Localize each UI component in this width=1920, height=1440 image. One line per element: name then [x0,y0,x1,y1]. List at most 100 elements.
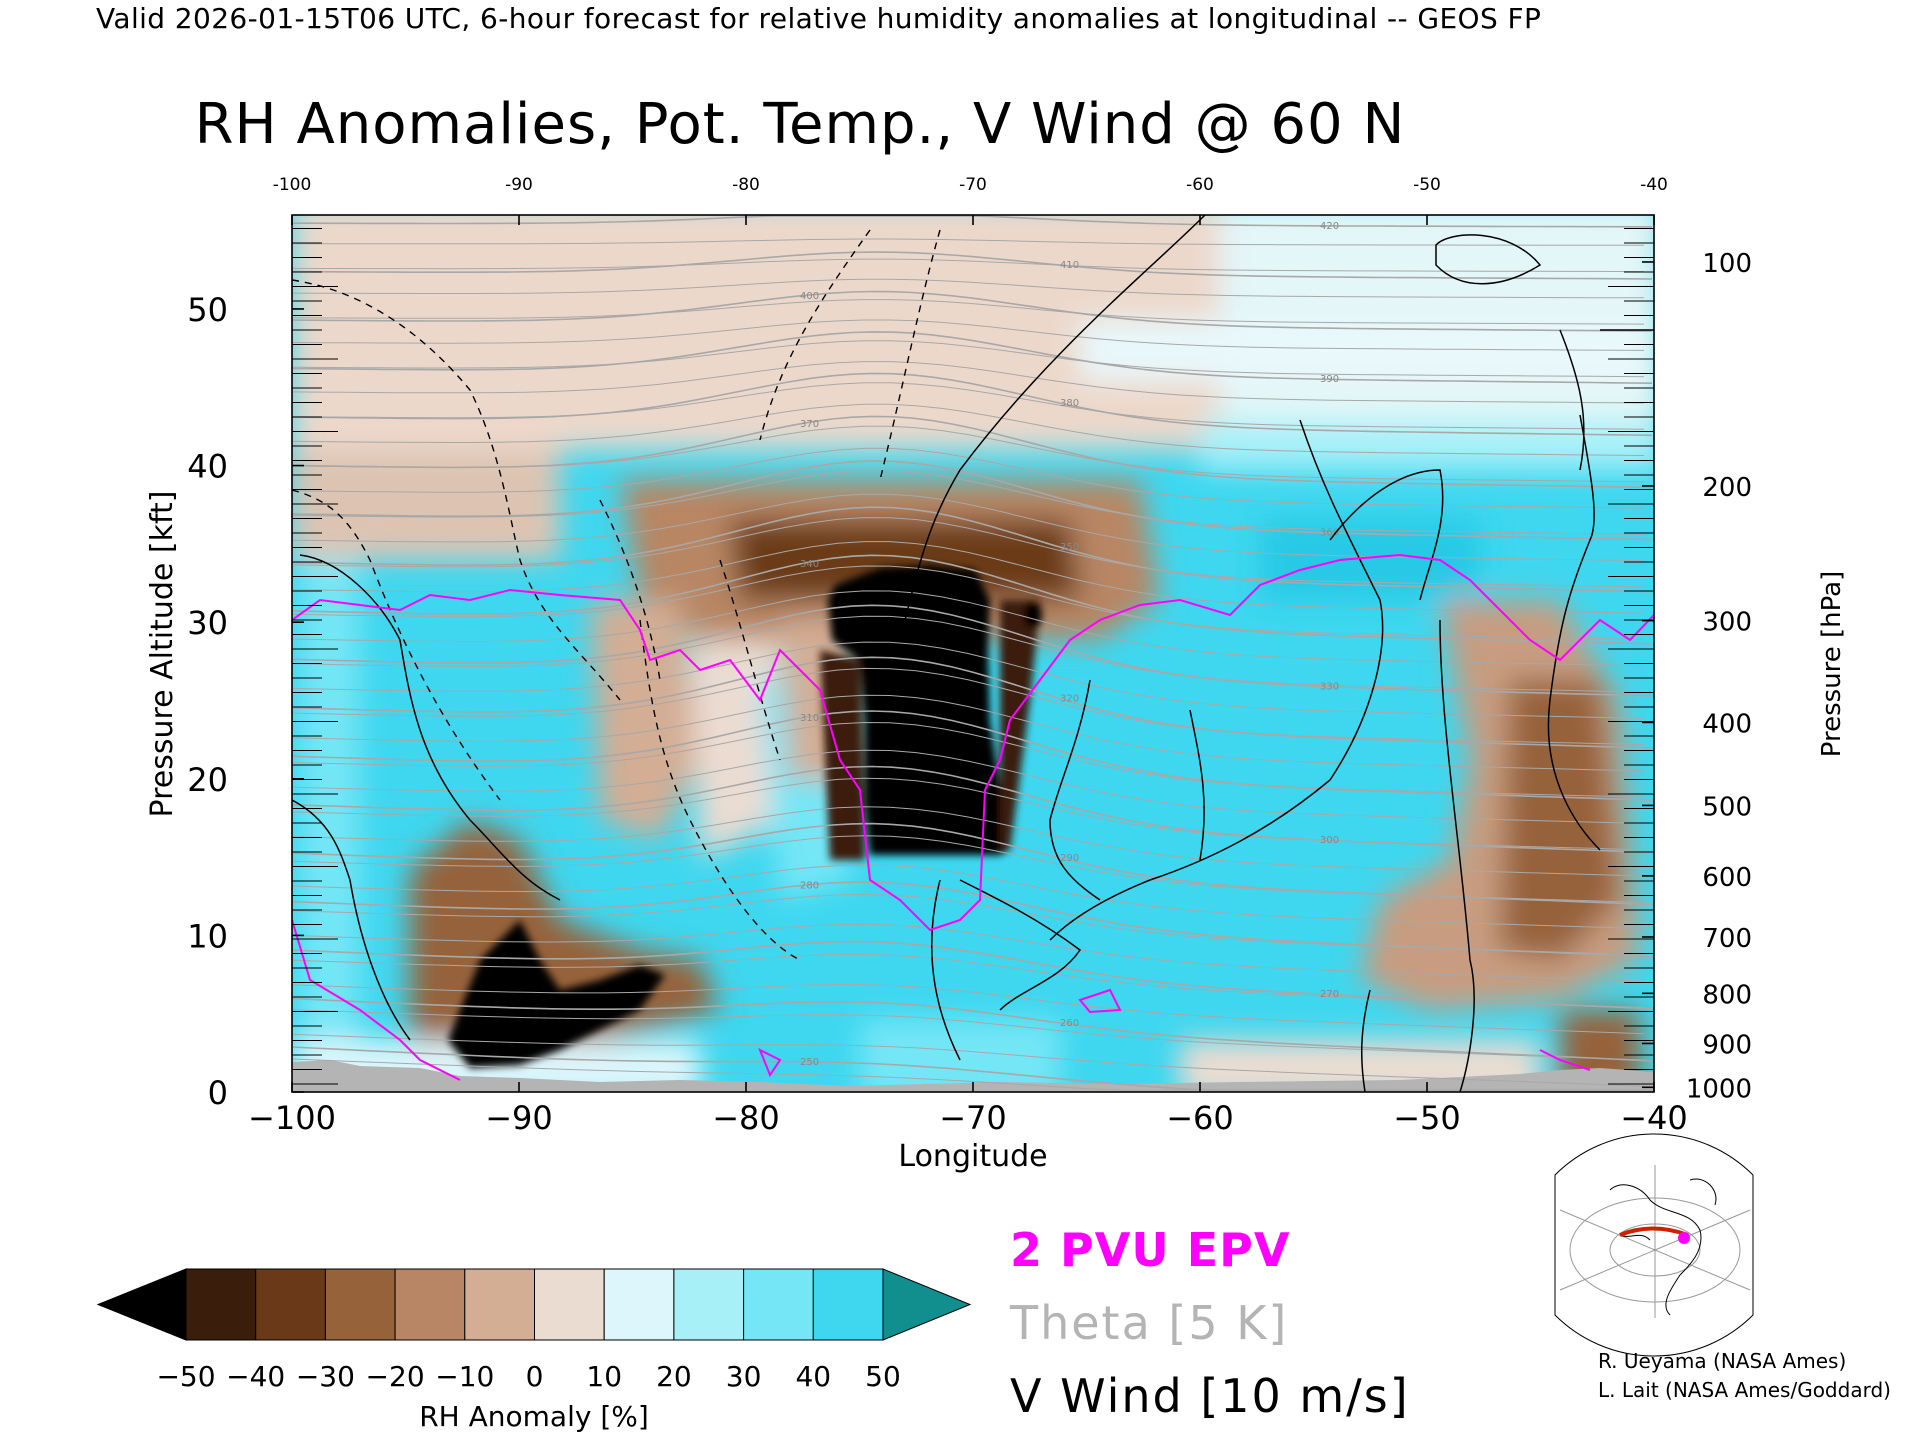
colorbar-segment [812,1268,884,1341]
pressure-tick-label: 400 [1702,709,1752,739]
pressure-tick-label: 1000 [1686,1074,1752,1104]
x-top-tick-label: -40 [1640,175,1668,195]
theta-subcontour [292,382,1645,430]
theta-label: 260 [1060,1018,1079,1029]
theta-label: 290 [1060,853,1079,864]
theta-subcontour [292,565,1645,640]
credit-lait: L. Lait (NASA Ames/Goddard) [1598,1378,1891,1402]
legend-epv: 2 PVU EPV [1010,1223,1291,1277]
legend-vwind: V Wind [10 m/s] [1010,1369,1410,1423]
theta-label: 420 [1320,221,1339,232]
locator-map [1554,1133,1754,1357]
theta-subcontour [292,1009,1645,1061]
pressure-tick-label: 700 [1702,924,1752,954]
theta-contour [292,656,1653,749]
theta-subcontour [292,835,1645,903]
theta-subcontour [292,923,1645,982]
y-tick-label: 40 [187,448,228,486]
x-tick-label: −90 [485,1099,553,1137]
colorbar-label: RH Anomaly [%] [419,1400,649,1433]
theta-label: 360 [1320,528,1339,539]
theta-subcontour [292,893,1645,956]
theta-label: 410 [1060,260,1079,271]
theta-subcontour [292,1058,1644,1091]
colorbar-tick-label: 40 [795,1360,831,1393]
colorbar-tick-label: 50 [865,1360,901,1393]
theta-label: 310 [800,713,819,724]
theta-subcontour [292,425,1645,483]
x-top-tick-label: -50 [1413,175,1441,195]
pressure-tick-label: 600 [1702,863,1752,893]
theta-subcontour [292,1033,1645,1087]
forecast-header: Valid 2026-01-15T06 UTC, 6-hour forecast… [96,2,1542,35]
theta-subcontour [292,615,1645,693]
colorbar-segment [464,1268,535,1341]
y-tick-label: 20 [187,761,228,799]
colorbar-tick-label: 20 [656,1360,692,1393]
colorbar: −50 −40 −30 −20 −10 0 10 20 30 40 50 RH Anomaly [%] [96,1268,972,1433]
y-tick-label: 0 [208,1074,228,1112]
theta-subcontour [292,667,1645,746]
credit-ueyama: R. Ueyama (NASA Ames) [1598,1349,1847,1373]
x-axis-label: Longitude [898,1139,1047,1174]
colorbar-tick-label: −50 [156,1360,215,1393]
theta-label: 390 [1320,374,1339,385]
colorbar-segment [673,1268,745,1341]
x-top-tick-label: -60 [1186,175,1214,195]
pressure-tick-label: 800 [1702,980,1752,1010]
theta-label: 370 [800,419,819,430]
theta-contour [292,710,1653,801]
v-wind-negative-contours [292,229,941,961]
chart-title: RH Anomalies, Pot. Temp., V Wind @ 60 N [194,92,1406,157]
theta-label: 350 [1060,542,1079,553]
y-tick-label: 10 [187,917,228,955]
axes: −100 -100 −90 -90 −80 -80 −70 -70 −60 -60 −50 -50 −4… [145,175,1847,1174]
theta-subcontour [292,340,1645,378]
theta-subcontour [292,278,1644,299]
theta-contour [292,251,1653,280]
legend-theta: Theta [5 K] [1010,1296,1289,1350]
theta-subcontour [292,403,1645,456]
theta-contour [292,940,1653,1010]
x-tick-label: −40 [1620,1099,1688,1137]
theta-subcontour [292,590,1645,667]
theta-subcontour [292,864,1645,930]
colorbar-tick-label: 0 [526,1360,544,1393]
pressure-tick-label: 100 [1702,249,1752,279]
theta-label: 400 [800,291,819,302]
colorbar-under-arrow [96,1268,187,1341]
theta-label: 320 [1060,694,1079,705]
theta-subcontour [292,749,1645,824]
pressure-tick-label: 200 [1702,473,1752,503]
colorbar-segment [603,1268,675,1341]
theta-contour [292,460,1653,541]
theta-subcontour [292,447,1645,509]
theta-label: 330 [1320,681,1339,692]
theta-subcontour [292,238,1644,246]
theta-label: 340 [800,559,819,570]
epv-2pvu-contour [292,553,1654,1081]
theta-label: 380 [1060,398,1079,409]
y-axis-label: Pressure Altitude [kft] [145,491,180,818]
theta-subcontour [292,806,1645,877]
colorbar-over-arrow [882,1268,972,1341]
colorbar-segment [394,1268,466,1341]
theta-subcontour [292,319,1645,351]
x-tick-label: −50 [1393,1099,1461,1137]
theta-contour [292,997,1653,1062]
y-tick-label: 30 [187,604,228,642]
x-tick-label: −70 [939,1099,1007,1137]
theta-contour [292,765,1653,854]
x-tick-label: −100 [248,1099,336,1137]
theta-contour-labels: 250 260 270 280 290 300 310 320 330 340 350 360 370 3… [800,221,1339,1068]
theta-subcontour [292,299,1645,325]
theta-subcontour [292,983,1645,1035]
theta-subcontour [292,361,1645,404]
theta-label: 270 [1320,989,1339,1000]
colorbar-tick-label: −10 [435,1360,494,1393]
theta-subcontour [292,641,1645,719]
pressure-tick-label: 500 [1702,792,1752,822]
theta-subcontour [292,694,1645,772]
pressure-tick-label: 900 [1702,1030,1752,1060]
theta-contours [292,215,1653,1091]
